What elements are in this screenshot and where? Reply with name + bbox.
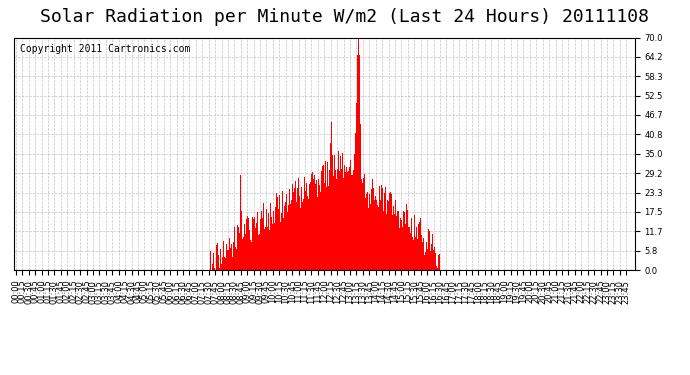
Text: Solar Radiation per Minute W/m2 (Last 24 Hours) 20111108: Solar Radiation per Minute W/m2 (Last 24…	[41, 8, 649, 26]
Text: Copyright 2011 Cartronics.com: Copyright 2011 Cartronics.com	[20, 45, 190, 54]
